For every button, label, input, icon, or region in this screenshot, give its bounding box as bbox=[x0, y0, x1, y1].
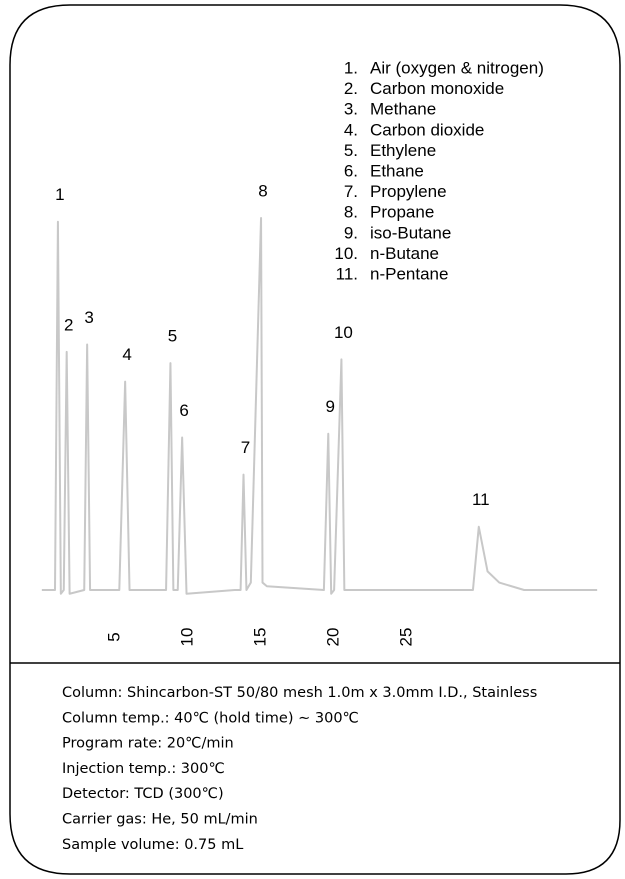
x-tick-label: 5 bbox=[104, 632, 123, 641]
legend-name: n-Butane bbox=[370, 244, 439, 263]
legend-number: 8. bbox=[344, 203, 358, 222]
legend-name: Air (oxygen & nitrogen) bbox=[370, 58, 544, 77]
peak-label: 4 bbox=[122, 345, 131, 364]
condition-line: Carrier gas: He, 50 mL/min bbox=[62, 812, 258, 828]
legend-number: 5. bbox=[344, 141, 358, 160]
peak-label: 2 bbox=[64, 315, 73, 334]
peak-label: 5 bbox=[168, 327, 177, 346]
trace bbox=[41, 217, 598, 595]
peak-label: 3 bbox=[84, 308, 93, 327]
legend-number: 4. bbox=[344, 120, 358, 139]
peak-label: 8 bbox=[258, 181, 267, 200]
condition-line: Detector: TCD (300℃) bbox=[62, 786, 224, 802]
legend-number: 6. bbox=[344, 161, 358, 180]
legend-name: Ethylene bbox=[370, 141, 436, 160]
peak-label: 7 bbox=[241, 438, 250, 457]
x-tick-label: 15 bbox=[251, 628, 270, 647]
legend-name: iso-Butane bbox=[370, 223, 451, 242]
legend-name: Ethane bbox=[370, 161, 424, 180]
frame bbox=[9, 4, 621, 875]
condition-line: Column temp.: 40℃ (hold time) ∼ 300℃ bbox=[62, 710, 359, 726]
legend-number: 11. bbox=[336, 264, 358, 283]
legend-name: n-Pentane bbox=[370, 264, 448, 283]
peak-label: 10 bbox=[334, 323, 353, 342]
legend-name: Carbon monoxide bbox=[370, 79, 504, 98]
legend-name: Propylene bbox=[370, 182, 447, 201]
condition-line: Injection temp.: 300℃ bbox=[62, 761, 225, 777]
legend-name: Carbon dioxide bbox=[370, 120, 484, 139]
x-tick-label: 10 bbox=[177, 628, 196, 647]
x-tick-label: 25 bbox=[397, 628, 416, 647]
legend-name: Propane bbox=[370, 203, 434, 222]
peak-label: 9 bbox=[326, 397, 335, 416]
legend-number: 9. bbox=[344, 223, 358, 242]
legend-number: 1. bbox=[344, 58, 358, 77]
legend-name: Methane bbox=[370, 100, 436, 119]
peak-label: 11 bbox=[472, 490, 490, 509]
peak-label: 1 bbox=[55, 185, 64, 204]
peak-label: 6 bbox=[179, 401, 188, 420]
condition-line: Column: Shincarbon-ST 50/80 mesh 1.0m x … bbox=[62, 685, 537, 701]
condition-line: Sample volume: 0.75 mL bbox=[62, 837, 243, 853]
condition-line: Program rate: 20℃/min bbox=[62, 736, 234, 752]
legend-number: 7. bbox=[344, 182, 358, 201]
x-tick-label: 20 bbox=[324, 628, 343, 647]
legend-number: 2. bbox=[344, 79, 358, 98]
legend-number: 10. bbox=[334, 244, 358, 263]
legend-number: 3. bbox=[344, 100, 358, 119]
